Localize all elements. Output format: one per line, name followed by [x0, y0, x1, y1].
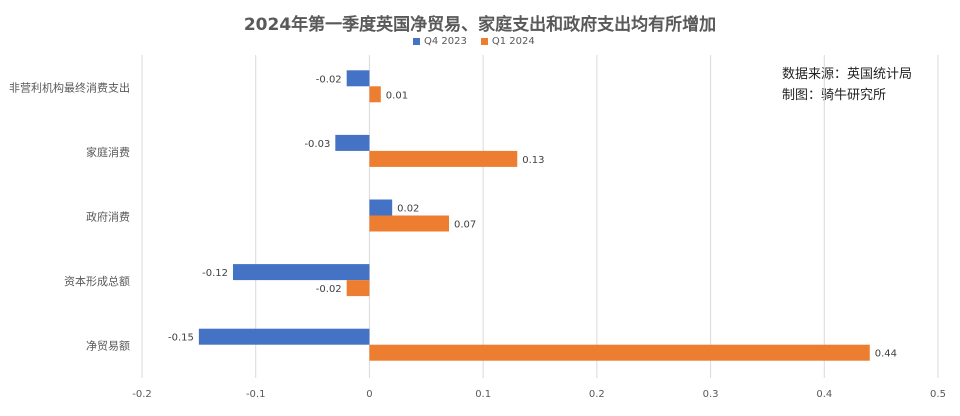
bar-q4-2023-1	[335, 134, 370, 151]
category-label-0: 非营利机构最终消费支出	[9, 80, 130, 94]
bar-q4-2023-3	[232, 264, 370, 281]
bar-q4-2023-0	[346, 70, 370, 87]
x-tick-label-6: 0.4	[816, 389, 832, 400]
legend-item-q1-2024: Q1 2024	[480, 36, 535, 47]
legend-label-q1-2024: Q1 2024	[491, 36, 535, 47]
bar-q1-2024-1	[369, 150, 518, 167]
category-label-2: 政府消费	[86, 210, 130, 224]
source-annotation: 数据来源：英国统计局 制图：骑牛研究所	[782, 64, 912, 106]
bar-q1-2024-0	[369, 86, 381, 103]
x-tick-label-1: -0.1	[246, 389, 266, 400]
data-label-q1-2024-2: 0.07	[454, 220, 476, 231]
data-label-q1-2024-0: 0.01	[386, 90, 408, 101]
legend: Q4 2023 Q1 2024	[413, 36, 535, 47]
data-label-q4-2023-1: -0.03	[304, 139, 330, 150]
data-label-q4-2023-3: -0.12	[202, 268, 228, 279]
category-label-3: 资本形成总额	[64, 274, 130, 288]
x-tick-label-5: 0.3	[703, 389, 719, 400]
x-tick-label-3: 0.1	[475, 389, 491, 400]
bar-q1-2024-4	[369, 344, 870, 361]
data-label-q1-2024-3: -0.02	[316, 284, 342, 295]
bar-q1-2024-2	[369, 215, 450, 232]
bar-q4-2023-4	[198, 328, 370, 345]
data-label-q1-2024-4: 0.44	[875, 349, 897, 360]
data-label-q4-2023-2: 0.02	[397, 204, 419, 215]
bar-q1-2024-3	[346, 280, 370, 297]
x-tick-label-7: 0.5	[930, 389, 946, 400]
legend-swatch-q4-2023	[413, 38, 420, 45]
legend-item-q4-2023: Q4 2023	[413, 36, 467, 47]
data-label-q4-2023-4: -0.15	[168, 333, 194, 344]
category-label-1: 家庭消费	[86, 145, 130, 159]
bar-q4-2023-2	[369, 199, 393, 216]
x-tick-label-0: -0.2	[132, 389, 152, 400]
category-label-4: 净贸易额	[86, 339, 130, 353]
x-tick-label-2: 0	[366, 389, 372, 400]
data-label-q4-2023-0: -0.02	[316, 74, 342, 85]
data-label-q1-2024-1: 0.13	[522, 155, 544, 166]
chart-title: 2024年第一季度英国净贸易、家庭支出和政府支出均有所增加	[243, 15, 717, 35]
maker-text: 制图：骑牛研究所	[782, 88, 887, 103]
legend-swatch-q1-2024	[480, 38, 488, 45]
x-tick-label-4: 0.2	[589, 389, 605, 400]
legend-label-q4-2023: Q4 2023	[424, 36, 467, 47]
source-text: 数据来源：英国统计局	[782, 67, 913, 82]
